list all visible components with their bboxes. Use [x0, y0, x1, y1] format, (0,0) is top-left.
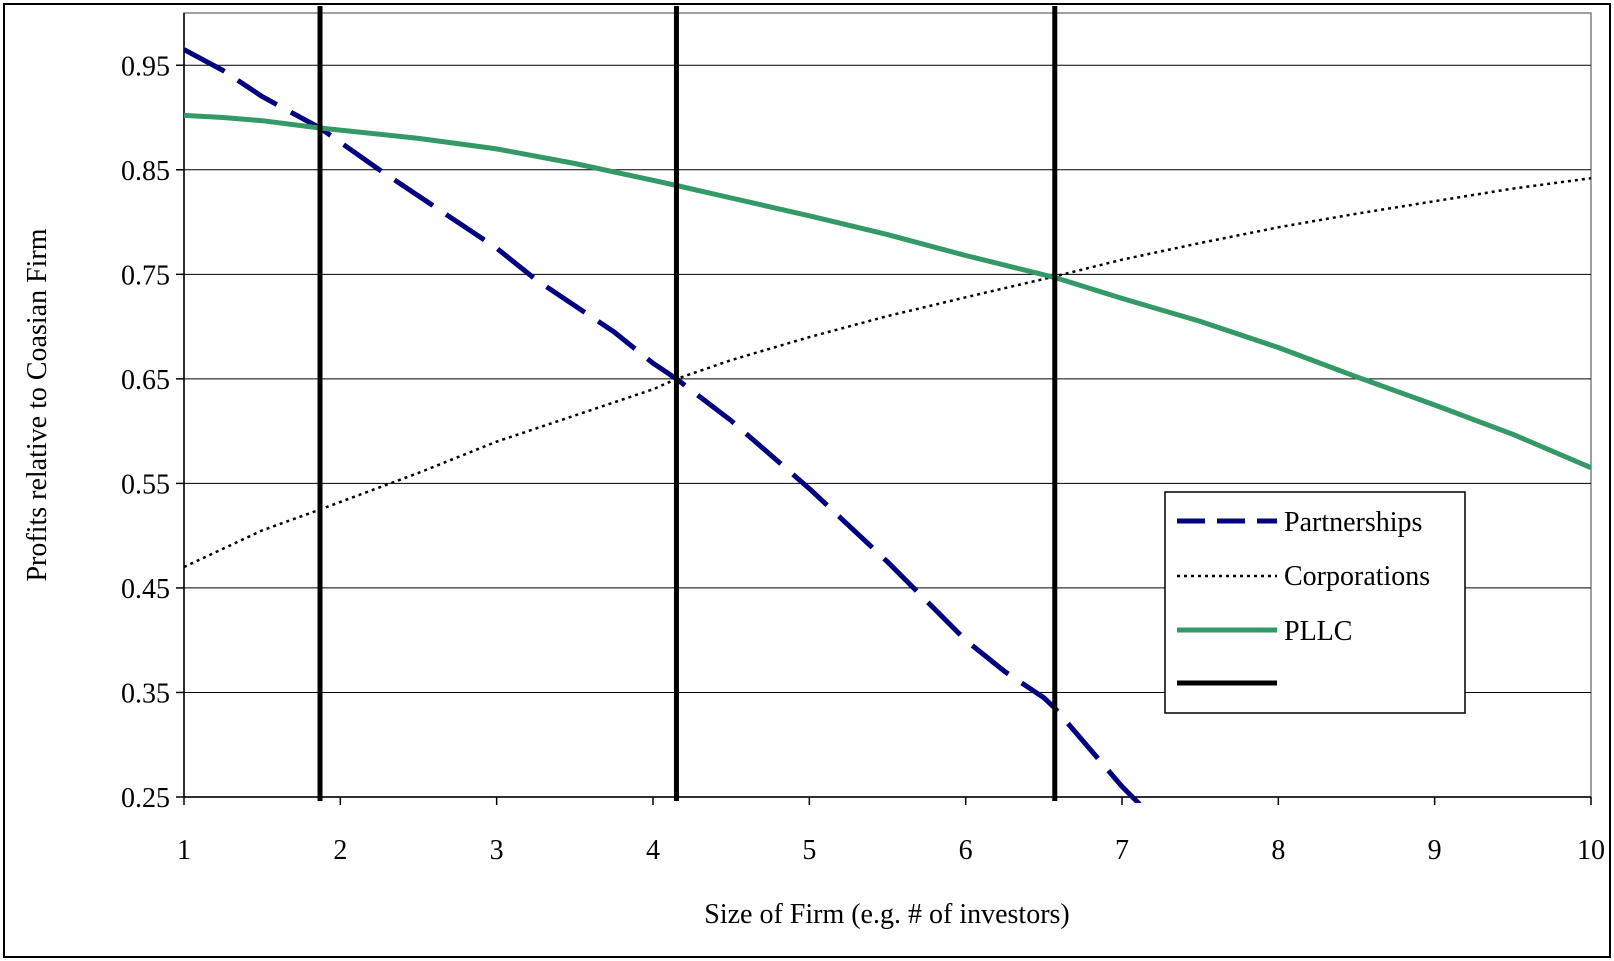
legend-label-partnerships: Partnerships [1284, 507, 1422, 538]
corporations-line [184, 176, 1591, 569]
y-tick-label: 0.25 [121, 783, 170, 814]
y-tick-label: 0.65 [121, 365, 170, 396]
x-tick-label: 10 [1577, 835, 1605, 866]
series-layer [184, 6, 1591, 803]
label-layer: 0.25 0.35 0.45 0.55 0.65 0.75 0.85 0.95 1 2 3 4 5 6 7 8… [121, 51, 1605, 866]
y-tick-label: 0.35 [121, 678, 170, 709]
x-tick-label: 1 [177, 835, 191, 866]
x-tick-label: 8 [1271, 835, 1285, 866]
legend-label-pllc: PLLC [1284, 616, 1352, 647]
y-tick-label: 0.75 [121, 260, 170, 291]
y-tick-label: 0.45 [121, 574, 170, 605]
x-tick-label: 4 [646, 835, 660, 866]
y-axis-title: Profits relative to Coasian Firm [22, 228, 53, 581]
y-tick-label: 0.55 [121, 469, 170, 500]
y-tick-label: 0.95 [121, 51, 170, 82]
legend-box [1164, 491, 1466, 714]
partnerships-line [184, 47, 1142, 803]
legend-label-corporations: Corporations [1284, 561, 1430, 592]
x-tick-label: 6 [959, 835, 973, 866]
x-tick-label: 7 [1115, 835, 1129, 866]
axis-layer [176, 13, 1592, 805]
x-tick-label: 9 [1428, 835, 1442, 866]
x-tick-label: 3 [490, 835, 504, 866]
legend: Partnerships Corporations PLLC [1164, 491, 1466, 714]
x-axis-title: Size of Firm (e.g. # of investors) [704, 899, 1070, 930]
pllc-line [184, 112, 1591, 470]
x-tick-label: 2 [333, 835, 347, 866]
x-tick-label: 5 [802, 835, 816, 866]
y-tick-label: 0.85 [121, 156, 170, 187]
